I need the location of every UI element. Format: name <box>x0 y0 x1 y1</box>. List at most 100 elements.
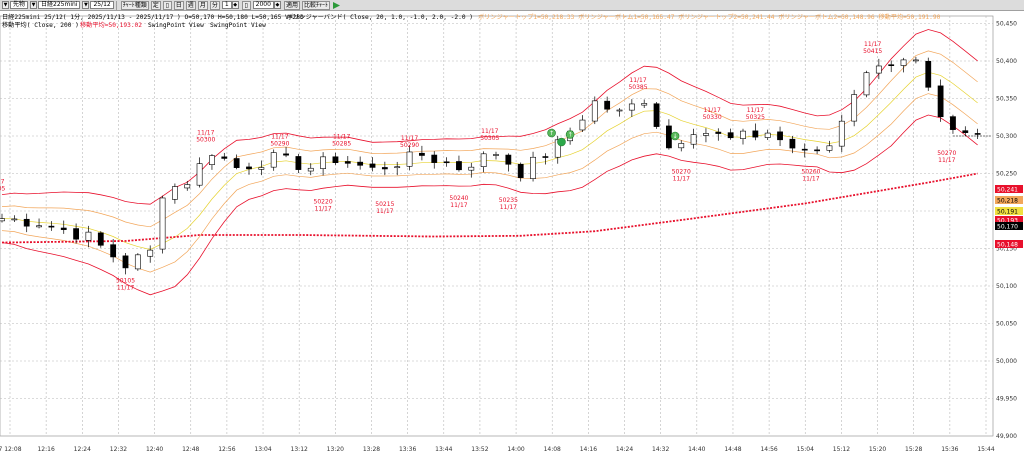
count-input[interactable]: 2000 <box>252 1 274 9</box>
bollinger-top-2 <box>1 29 978 205</box>
candle-up <box>159 197 166 250</box>
fixed-button[interactable]: 定 <box>150 0 161 10</box>
y-tick-label: 49,950 <box>996 396 1017 403</box>
candle-up <box>468 166 475 171</box>
x-tick-label: 14:40 <box>688 446 705 453</box>
price-tag-bg <box>995 222 1023 230</box>
ma200-line <box>1 172 978 244</box>
interval-stepper[interactable]: 1 ◆ <box>221 1 240 10</box>
candle-down <box>777 131 783 141</box>
candle-down <box>443 161 450 164</box>
x-tick-label: 13:04 <box>254 446 271 453</box>
swing-high-price: 50325 <box>746 114 765 121</box>
x-tick-label: 12:16 <box>37 446 54 453</box>
x-tick-label: 14:24 <box>616 446 633 453</box>
week-button[interactable]: 週 <box>185 0 196 10</box>
x-tick-label: 13:12 <box>291 446 308 453</box>
candle-up <box>258 167 265 170</box>
candle-up <box>270 152 277 168</box>
symbol-select[interactable]: ▼ 日経225mini <box>30 1 81 10</box>
market-select[interactable]: ▼ 先物 <box>2 1 29 10</box>
spin-icon: ◆ <box>273 1 281 9</box>
interval-input[interactable]: 1 <box>221 1 232 9</box>
candle-up <box>394 166 401 169</box>
candle-down <box>283 153 289 156</box>
signals: ↑ ↑ ↓ <box>547 128 680 147</box>
candle-down <box>604 100 611 110</box>
swing-low-date: 11/17 <box>117 284 134 291</box>
y-tick-label: 50,450 <box>996 21 1017 28</box>
swing-low-price: 50235 <box>499 197 518 204</box>
candle-down <box>517 163 524 178</box>
swing-low-price: 50270 <box>937 150 956 157</box>
swing-low-price: 50260 <box>801 169 820 176</box>
candle-down <box>505 154 512 165</box>
candle-up <box>875 65 882 74</box>
price-tag-label: 50,170 <box>997 223 1018 230</box>
swing-high-price: 50330 <box>703 114 722 121</box>
signal-marker <box>670 131 680 141</box>
candle-down <box>752 130 759 138</box>
swing-points: 11/175020511/175030011/175029011/1750285… <box>0 41 956 291</box>
candle-up <box>690 134 697 145</box>
y-tick-label: 49,900 <box>996 433 1017 440</box>
x-tick-label: 15:12 <box>833 446 850 453</box>
axes: 50,45050,40050,35050,30050,25050,20050,1… <box>0 21 1017 454</box>
candle-down <box>789 138 796 149</box>
y-tick-label: 50,300 <box>996 133 1017 140</box>
x-tick-label: 13:44 <box>435 446 452 453</box>
bollinger-values: ボリンジャートップ1=50,218.33 ボリンジャーボトム1=50,165.4… <box>478 13 941 21</box>
price-tag-label: 50,193 <box>997 217 1018 224</box>
swing-high-date: 11/17 <box>333 133 350 140</box>
swing-high-date: 11/17 <box>864 41 881 48</box>
candle-up <box>320 156 326 169</box>
candle-up <box>579 119 586 131</box>
swing-high-date: 11/17 <box>0 178 5 185</box>
y-tick-label: 50,250 <box>996 171 1017 178</box>
swing-low-price: 50105 <box>116 277 135 284</box>
chart-canvas[interactable]: 11/175020511/175030011/175029011/1750285… <box>0 11 1024 454</box>
candle-up <box>307 167 314 172</box>
candle-down <box>23 218 30 227</box>
moving-average-200 <box>1 172 978 244</box>
candle-up <box>900 59 907 66</box>
candle-up <box>530 156 536 179</box>
contract-select[interactable]: ▼ 25/12 <box>82 1 114 10</box>
swing-high-price: 50415 <box>863 48 882 55</box>
signal-arrow-icon: ↑ <box>549 130 554 137</box>
swing-low-date: 11/17 <box>376 208 393 215</box>
swing-high-price: 50385 <box>628 84 647 91</box>
candle-down <box>344 161 351 164</box>
compare-chart-button[interactable]: 比較ﾁｬｰﾄ <box>301 0 330 10</box>
x-tick-label: 12:24 <box>74 446 91 453</box>
candle-down <box>369 163 376 168</box>
day-button[interactable]: 日 <box>173 0 184 10</box>
x-tick-label: 12:56 <box>218 446 235 453</box>
y-tick-label: 50,150 <box>996 246 1017 253</box>
chevron-down-icon: ▼ <box>82 1 90 9</box>
candle-up <box>480 153 487 167</box>
swingpoint-label-2: SwingPoint View <box>210 22 266 29</box>
swing-high-price: 50205 <box>0 185 6 192</box>
y-tick-label: 50,000 <box>996 358 1017 365</box>
candle-down <box>332 156 339 163</box>
x-tick-label: 12:48 <box>182 446 199 453</box>
candle-up <box>147 249 154 257</box>
apply-button[interactable]: 適用 <box>283 0 300 10</box>
month-button[interactable]: 月 <box>197 0 208 10</box>
tick-button[interactable]: ▯ <box>241 0 251 10</box>
x-tick-label: 12:40 <box>146 446 163 453</box>
candle-down <box>73 228 79 240</box>
min-button[interactable]: 分 <box>209 0 220 10</box>
x-tick-label: 13:20 <box>327 446 344 453</box>
count-stepper[interactable]: 2000 ◆ <box>252 1 282 10</box>
bollinger-bottom-1 <box>1 93 978 273</box>
candle-up <box>0 218 5 222</box>
candle-icon-button[interactable]: ▯ <box>162 0 172 10</box>
chart-type-button[interactable]: ﾁｬｰﾄ種類 <box>120 0 149 10</box>
swing-high-price: 50290 <box>400 142 419 149</box>
x-tick-label: 14:56 <box>760 446 777 453</box>
candle-down <box>122 255 129 269</box>
play-icon[interactable] <box>332 1 341 10</box>
